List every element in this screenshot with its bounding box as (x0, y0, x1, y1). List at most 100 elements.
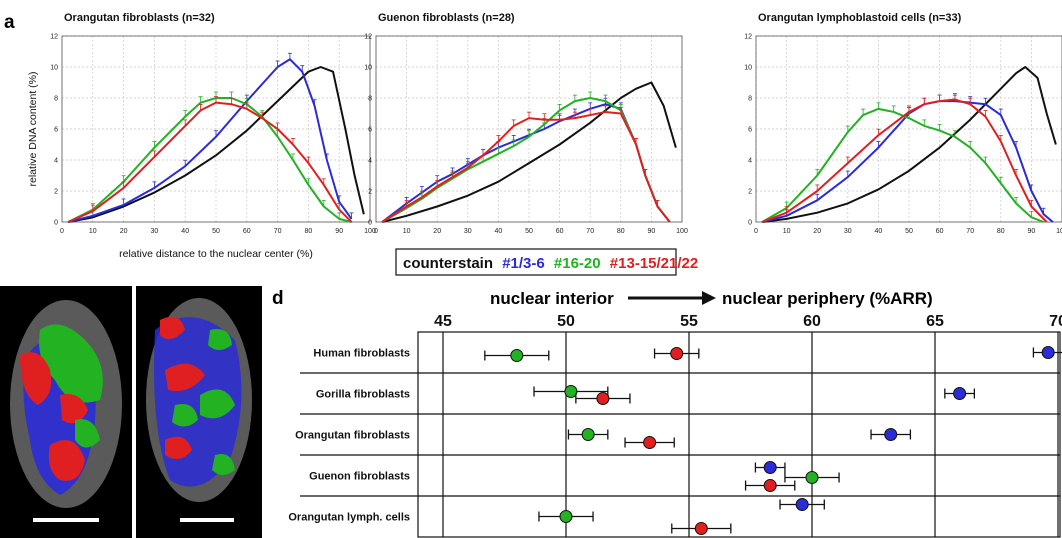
x-tick-label: 0 (754, 228, 758, 235)
dot-point-1-3-6 (884, 428, 898, 441)
series-line-16-20 (67, 97, 352, 223)
x-axis-label: relative distance to the nuclear center … (119, 248, 313, 260)
x-tick-label: 0 (374, 228, 378, 235)
y-tick-label: 6 (748, 127, 752, 134)
x-tick-label: 70 (966, 228, 974, 235)
x-tick-label: 50 (212, 228, 220, 235)
legend-prefix: counterstain (403, 255, 493, 272)
x-tick-label: 60 (936, 228, 944, 235)
dot-chart-arr: nuclear interior nuclear periphery (%ARR… (288, 289, 1062, 538)
y-tick-label: 4 (54, 158, 58, 165)
x-tick-label: 40 (495, 228, 503, 235)
x-tick-label: 30 (464, 228, 472, 235)
x-tick-label: 30 (844, 228, 852, 235)
nucleus-c-green-territory-2 (172, 404, 198, 427)
series-line-counterstain (381, 81, 677, 223)
nucleus-c-green-territory-4 (212, 454, 235, 475)
x-tick-label: 80 (617, 228, 625, 235)
y-tick-label: 10 (50, 65, 58, 72)
x-tick-label: 10 (783, 228, 791, 235)
y-tick-label: 12 (364, 34, 372, 41)
dot-chart-tick-label: 65 (926, 313, 944, 330)
series-line-1-3-6 (67, 58, 353, 223)
row-label-guenon-fibroblasts: Guenon fibroblasts (309, 471, 410, 483)
y-tick-label: 2 (368, 189, 372, 196)
x-tick-label: 0 (60, 228, 64, 235)
x-tick-label: 90 (1028, 228, 1036, 235)
legend-box (395, 248, 677, 276)
y-tick-label: 8 (368, 96, 372, 103)
panel-letter-d: d (272, 288, 284, 309)
micrograph-b (0, 286, 132, 538)
micrograph-c (136, 286, 262, 538)
series-line-16-20 (761, 107, 1044, 223)
y-tick-label: 6 (54, 127, 58, 134)
dot-point-1-3-6 (763, 461, 777, 474)
line-chart-orangutan-lymphoblastoid: 0 10 20 30 40 50 60 70 80 90 100 0 2 4 6 8 10 12 Orangutan… (744, 12, 1062, 235)
dot-point-13-15-21-22 (670, 347, 684, 360)
y-tick-label: 10 (364, 65, 372, 72)
dot-point-1-3-6 (795, 498, 809, 511)
dot-point-13-15-21-22 (643, 436, 657, 449)
x-tick-label: 60 (243, 228, 251, 235)
x-tick-label: 20 (120, 228, 128, 235)
nucleus-b-red-territory-2 (48, 440, 85, 481)
x-tick-label: 40 (181, 228, 189, 235)
dot-chart-frame (417, 331, 1061, 538)
dot-point-13-15-21-22 (596, 392, 610, 405)
y-tick-label: 4 (368, 158, 372, 165)
legend: counterstain #1/3-6 #16-20 #13-15/21/22 (395, 248, 698, 276)
dot-chart-tick-label: 60 (803, 313, 821, 330)
legend-item-red: #13-15/21/22 (610, 255, 698, 272)
x-tick-label: 70 (586, 228, 594, 235)
y-tick-label: 12 (50, 34, 58, 41)
x-tick-label: 60 (556, 228, 564, 235)
dot-chart-tick-label: 45 (434, 313, 452, 330)
chart-title: Orangutan lymphoblastoid cells (n=33) (758, 12, 962, 24)
nucleus-b-green-territory (39, 324, 103, 403)
nucleus-c-red-territory-2 (165, 363, 205, 391)
dot-point-13-15-21-22 (694, 522, 708, 535)
y-tick-label: 8 (748, 96, 752, 103)
nucleus-c-green-territory-1 (200, 389, 235, 419)
x-tick-label: 90 (648, 228, 656, 235)
dot-point-16-20 (559, 510, 573, 523)
legend-item-green: #16-20 (554, 255, 601, 272)
plot-frame (755, 35, 1062, 223)
x-tick-label: 80 (997, 228, 1005, 235)
series-line-13-15-21-22 (381, 110, 671, 223)
dot-point-16-20 (581, 428, 595, 441)
legend-text: counterstain #1/3-6 #16-20 #13-15/21/22 (403, 255, 698, 272)
series-line-13-15-21-22 (67, 101, 353, 223)
y-tick-label: 4 (748, 158, 752, 165)
plot-frame (375, 35, 683, 223)
nucleus-c-red-territory-3 (165, 436, 192, 459)
x-tick-label: 80 (305, 228, 313, 235)
y-tick-label: 6 (368, 127, 372, 134)
dot-point-1-3-6 (953, 387, 967, 400)
x-tick-label: 30 (151, 228, 159, 235)
x-tick-label: 50 (525, 228, 533, 235)
row-label-orangutan-fibroblasts: Orangutan fibroblasts (295, 430, 410, 442)
dot-point-16-20 (805, 471, 819, 484)
scale-bar-c (180, 518, 234, 522)
row-label-gorilla-fibroblasts: Gorilla fibroblasts (316, 389, 410, 401)
y-tick-label: 10 (744, 65, 752, 72)
dot-point-1-3-6 (1041, 346, 1055, 359)
nucleus-c-red-territory-1 (160, 316, 185, 339)
chart-title: Guenon fibroblasts (n=28) (378, 12, 515, 24)
y-tick-label: 0 (368, 220, 372, 227)
row-label-orangutan-lymph-cells: Orangutan lymph. cells (288, 512, 410, 524)
legend-item-blue: #1/3-6 (502, 255, 545, 272)
y-tick-label: 0 (54, 220, 58, 227)
x-tick-label: 20 (813, 228, 821, 235)
x-tick-label: 100 (676, 228, 688, 235)
panel-letter-a: a (4, 12, 15, 33)
y-tick-label: 2 (748, 189, 752, 196)
x-tick-label: 10 (89, 228, 97, 235)
plot-frame (61, 35, 371, 223)
line-chart-orangutan-fibroblasts: 0 10 20 30 40 50 60 70 80 90 100024681012Orangutan… (27, 12, 376, 260)
dot-chart-tick-label: 50 (557, 313, 575, 330)
